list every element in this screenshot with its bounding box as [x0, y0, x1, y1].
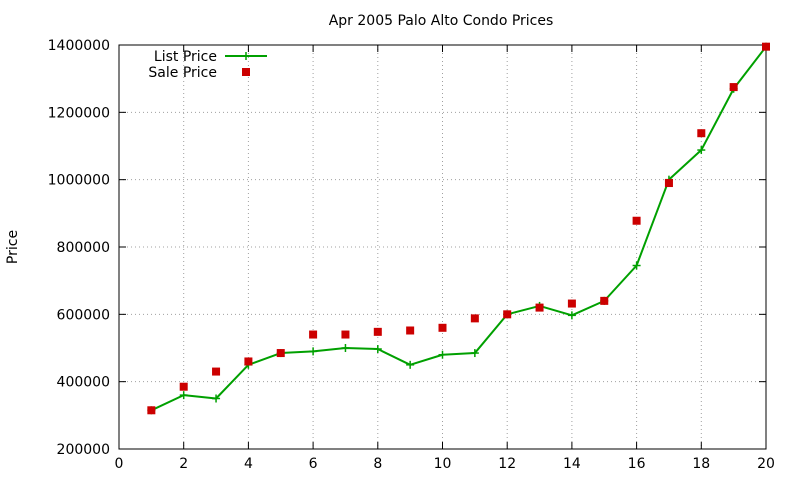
list-price-point: [567, 311, 576, 320]
sale-price-point: [406, 326, 415, 335]
x-tick-label: 4: [244, 456, 253, 472]
legend-label-sale-price: Sale Price: [148, 65, 217, 81]
sale-price-point: [600, 296, 609, 305]
x-tick-label: 16: [628, 456, 646, 472]
sale-price-point: [276, 349, 285, 358]
list-price-point: [438, 350, 447, 359]
sale-price-point: [179, 382, 188, 391]
y-tick-label: 600000: [57, 307, 110, 323]
y-tick-label: 200000: [57, 442, 110, 458]
x-tick-label: 2: [179, 456, 188, 472]
legend-swatch-marker-list-price: [242, 52, 250, 60]
y-axis-label: Price: [5, 230, 21, 264]
y-tick-label: 800000: [57, 240, 110, 256]
sale-price-point: [567, 299, 576, 308]
sale-price-point: [470, 314, 479, 323]
x-tick-label: 6: [309, 456, 318, 472]
sale-price-point: [212, 367, 221, 376]
sale-price-point: [697, 129, 706, 138]
sale-price-point: [729, 83, 738, 92]
grid-lines: [119, 45, 766, 449]
sale-price-point: [535, 303, 544, 312]
sale-price-point: [632, 216, 641, 225]
sale-price-point: [438, 323, 447, 332]
x-tick-label: 18: [692, 456, 710, 472]
sale-price-point: [309, 330, 318, 339]
x-tick-label: 0: [115, 456, 124, 472]
x-tick-label: 10: [434, 456, 452, 472]
list-price-point: [632, 261, 641, 270]
y-tick-label: 1400000: [48, 38, 110, 54]
list-price-point: [179, 391, 188, 400]
sale-price-point: [341, 330, 350, 339]
sale-price-point: [664, 179, 673, 188]
y-tick-label: 1200000: [48, 105, 110, 121]
list-price-point: [470, 349, 479, 358]
legend-swatch-marker-sale-price: [242, 68, 250, 76]
axis-ticks: 0 2 4 6 8 10 12 14 16 18 20 200000 400000 600000 80000…: [48, 38, 775, 472]
x-tick-label: 20: [757, 456, 775, 472]
sale-price-point: [373, 327, 382, 336]
chart-title: Apr 2005 Palo Alto Condo Prices: [329, 13, 554, 29]
sale-price-point: [244, 357, 253, 366]
list-price-point: [697, 146, 706, 155]
list-price-point: [406, 360, 415, 369]
list-price-point: [341, 344, 350, 352]
x-tick-label: 12: [498, 456, 516, 472]
sale-price-point: [147, 406, 156, 415]
series-sale-price: [147, 42, 770, 415]
sale-price-point: [503, 310, 512, 319]
y-tick-label: 400000: [57, 375, 110, 391]
list-price-point: [309, 347, 318, 356]
x-tick-label: 8: [373, 456, 382, 472]
sale-price-point: [762, 42, 770, 51]
series-layer: [147, 42, 770, 415]
legend-label-list-price: List Price: [154, 49, 217, 65]
x-tick-label: 14: [563, 456, 581, 472]
list-price-point: [212, 394, 221, 403]
y-tick-label: 1000000: [48, 173, 110, 189]
list-price-point: [373, 345, 382, 354]
list-price-line: [150, 46, 767, 412]
